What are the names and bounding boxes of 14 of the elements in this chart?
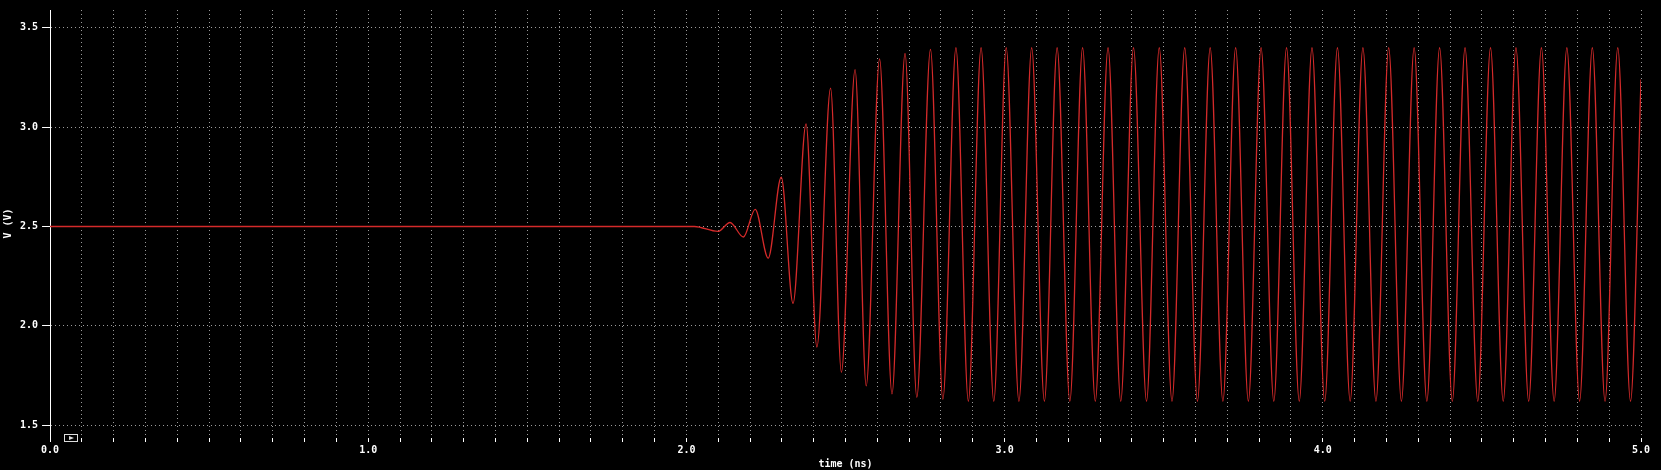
- y-axis-title: V (V): [1, 208, 13, 239]
- x-tick-label: 1.0: [359, 443, 378, 455]
- y-tick-label: 2.5: [20, 220, 39, 232]
- x-tick-label: 3.0: [995, 443, 1014, 455]
- x-tick-label: 0.0: [41, 443, 60, 455]
- y-tick-label: 1.5: [20, 418, 39, 430]
- x-tick-label: 5.0: [1631, 443, 1651, 455]
- x-tick-label: 2.0: [677, 443, 696, 455]
- y-tick-label: 3.0: [20, 120, 39, 132]
- x-tick-label: 4.0: [1313, 443, 1332, 455]
- y-tick-label: 3.5: [20, 21, 39, 33]
- line-series: [50, 47, 1641, 402]
- x-axis-title: time (ns): [818, 457, 873, 469]
- y-tick-label: 2.0: [20, 319, 39, 331]
